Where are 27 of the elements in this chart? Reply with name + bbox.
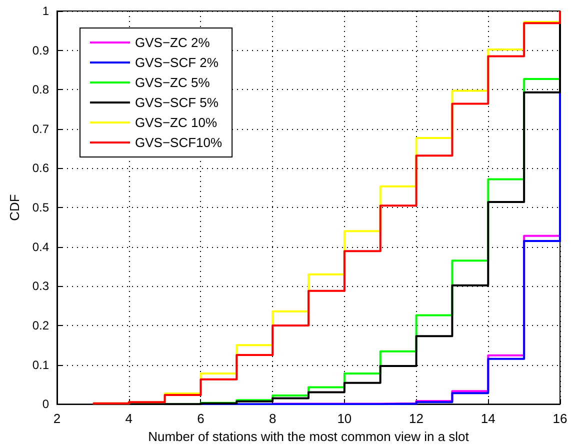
y-tick-label: 0.4 [32, 240, 50, 254]
y-tick-label: 0.1 [32, 358, 50, 372]
x-axis-title: Number of stations with the most common view in a slot [148, 429, 470, 444]
y-tick-label: 0.6 [32, 161, 50, 176]
x-tick-label: 16 [552, 411, 568, 426]
y-tick-label: 1 [42, 4, 50, 18]
x-tick-label: 6 [197, 411, 204, 426]
y-tick-label: 0.2 [32, 318, 50, 332]
x-tick-label: 2 [53, 411, 61, 426]
y-axis-title: CDF [7, 194, 22, 221]
y-tick-label: 0.8 [32, 82, 50, 97]
legend-label: GVS−SCF 5% [135, 95, 219, 110]
legend-label: GVS−ZC 10% [135, 115, 218, 130]
y-tick-label: 0.7 [32, 122, 50, 136]
x-tick-label: 12 [409, 411, 424, 426]
y-tick-label: 0.5 [32, 200, 50, 215]
legend-label: GVS−ZC 5% [135, 75, 210, 90]
x-tick-label: 14 [480, 411, 496, 426]
legend-label: GVS−SCF 2% [135, 55, 219, 70]
legend-label: GVS−SCF10% [135, 135, 223, 150]
y-tick-label: 0.9 [32, 43, 50, 58]
y-tick-label: 0 [42, 397, 50, 412]
x-tick-label: 8 [268, 411, 276, 426]
x-tick-label: 4 [125, 411, 132, 426]
x-tick-label: 10 [337, 411, 352, 426]
y-tick-label: 0.3 [32, 279, 50, 294]
legend-label: GVS−ZC 2% [135, 35, 210, 50]
